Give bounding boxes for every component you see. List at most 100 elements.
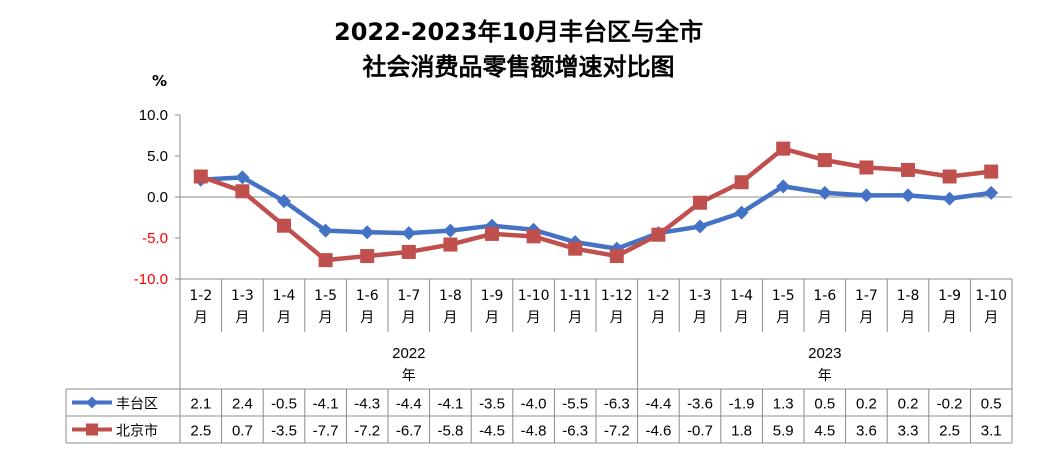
category-label-month: 月 bbox=[776, 310, 790, 326]
table-value-cell: -6.3 bbox=[562, 423, 588, 440]
category-label-month: 月 bbox=[235, 310, 249, 326]
data-point-diamond bbox=[360, 225, 375, 240]
data-point-square bbox=[193, 169, 208, 184]
table-value-cell: -5.5 bbox=[562, 396, 588, 413]
category-label-month: 月 bbox=[319, 310, 333, 326]
table-value-cell: 3.1 bbox=[981, 423, 1002, 440]
category-label-month: 月 bbox=[859, 310, 873, 326]
data-point-square bbox=[485, 226, 499, 241]
data-point-square bbox=[277, 218, 291, 233]
year-label: 2023 bbox=[808, 345, 841, 362]
data-point-diamond bbox=[277, 194, 291, 209]
legend-marker-diamond bbox=[86, 396, 98, 409]
category-label-month: 月 bbox=[610, 310, 624, 326]
category-label: 1-2 bbox=[189, 288, 212, 304]
category-label: 1-8 bbox=[897, 288, 920, 304]
table-value-cell: 3.3 bbox=[898, 423, 919, 440]
y-tick-label: -10.0 bbox=[134, 271, 168, 288]
data-point-diamond bbox=[984, 185, 999, 200]
year-suffix-label: 年 bbox=[402, 368, 416, 384]
data-point-square bbox=[693, 195, 707, 210]
category-label: 1-7 bbox=[397, 288, 420, 304]
y-tick-label: 5.0 bbox=[147, 148, 168, 165]
table-value-cell: -4.0 bbox=[521, 396, 547, 413]
y-tick-label: 0.0 bbox=[147, 189, 168, 206]
data-point-square bbox=[776, 141, 791, 156]
table-value-cell: 2.5 bbox=[939, 423, 960, 440]
category-label: 1-4 bbox=[730, 288, 753, 304]
table-value-cell: 2.1 bbox=[190, 396, 211, 413]
data-point-square bbox=[734, 175, 749, 190]
data-point-diamond bbox=[859, 188, 874, 203]
category-label-month: 月 bbox=[651, 310, 665, 326]
table-value-cell: 0.5 bbox=[981, 396, 1002, 413]
data-point-square bbox=[901, 162, 915, 177]
data-point-diamond bbox=[318, 223, 333, 238]
category-label-month: 月 bbox=[735, 310, 749, 326]
category-label-month: 月 bbox=[984, 310, 998, 326]
category-label-month: 月 bbox=[818, 310, 832, 326]
table-value-cell: -0.5 bbox=[271, 396, 297, 413]
category-label: 1-9 bbox=[938, 288, 961, 304]
data-point-diamond bbox=[734, 205, 749, 220]
category-label: 1-2 bbox=[647, 288, 670, 304]
table-value-cell: 0.7 bbox=[232, 423, 253, 440]
category-label-month: 月 bbox=[568, 310, 582, 326]
y-axis-unit-label: % bbox=[152, 72, 168, 90]
table-value-cell: -3.6 bbox=[687, 396, 713, 413]
data-point-square bbox=[318, 253, 333, 268]
table-value-cell: -3.5 bbox=[479, 396, 505, 413]
table-value-cell: 2.5 bbox=[190, 423, 211, 440]
table-value-cell: 0.2 bbox=[856, 396, 877, 413]
table-value-cell: -4.1 bbox=[437, 396, 463, 413]
table-value-cell: -0.7 bbox=[687, 423, 713, 440]
y-tick-label: 10.0 bbox=[139, 107, 168, 124]
table-value-cell: -5.8 bbox=[437, 423, 463, 440]
category-label-month: 月 bbox=[360, 310, 374, 326]
category-label: 1-3 bbox=[689, 288, 712, 304]
data-point-square bbox=[817, 153, 832, 168]
legend-series-name: 丰台区 bbox=[116, 397, 158, 413]
category-label: 1-9 bbox=[481, 288, 504, 304]
y-tick-label: -5.0 bbox=[142, 230, 168, 247]
data-point-square bbox=[568, 241, 583, 256]
category-label-month: 月 bbox=[943, 310, 957, 326]
category-label-month: 月 bbox=[277, 310, 291, 326]
table-value-cell: -4.1 bbox=[313, 396, 339, 413]
table-value-cell: -7.2 bbox=[354, 423, 380, 440]
series-line-1 bbox=[200, 175, 992, 251]
chart-title-line-2: 社会消费品零售额增速对比图 bbox=[362, 53, 675, 81]
category-label: 1-10 bbox=[975, 288, 1007, 304]
table-value-cell: 0.5 bbox=[814, 396, 835, 413]
table-value-cell: 1.8 bbox=[731, 423, 752, 440]
category-label: 1-4 bbox=[273, 288, 296, 304]
table-value-cell: -1.9 bbox=[729, 396, 755, 413]
category-label: 1-5 bbox=[314, 288, 337, 304]
legend-marker-square bbox=[86, 423, 98, 436]
category-label: 1-6 bbox=[813, 288, 836, 304]
category-label: 1-5 bbox=[772, 288, 795, 304]
data-point-diamond bbox=[901, 188, 915, 203]
table-value-cell: -4.5 bbox=[479, 423, 505, 440]
data-point-square bbox=[609, 249, 624, 264]
category-label: 1-7 bbox=[855, 288, 878, 304]
category-label-month: 月 bbox=[485, 310, 499, 326]
table-value-cell: -3.5 bbox=[271, 423, 297, 440]
data-point-diamond bbox=[443, 223, 458, 238]
data-point-square bbox=[984, 164, 999, 179]
table-value-cell: -4.4 bbox=[645, 396, 671, 413]
data-point-diamond bbox=[235, 170, 250, 185]
year-label: 2022 bbox=[392, 345, 425, 362]
table-value-cell: 5.9 bbox=[773, 423, 794, 440]
table-value-cell: -4.6 bbox=[645, 423, 671, 440]
table-value-cell: -7.7 bbox=[313, 423, 339, 440]
data-point-diamond bbox=[942, 191, 957, 206]
category-label-month: 月 bbox=[693, 310, 707, 326]
data-point-diamond bbox=[817, 185, 832, 200]
category-label-month: 月 bbox=[443, 310, 457, 326]
table-value-cell: 3.6 bbox=[856, 423, 877, 440]
category-label: 1-10 bbox=[518, 288, 550, 304]
data-point-diamond bbox=[693, 219, 707, 234]
data-point-square bbox=[443, 237, 458, 252]
